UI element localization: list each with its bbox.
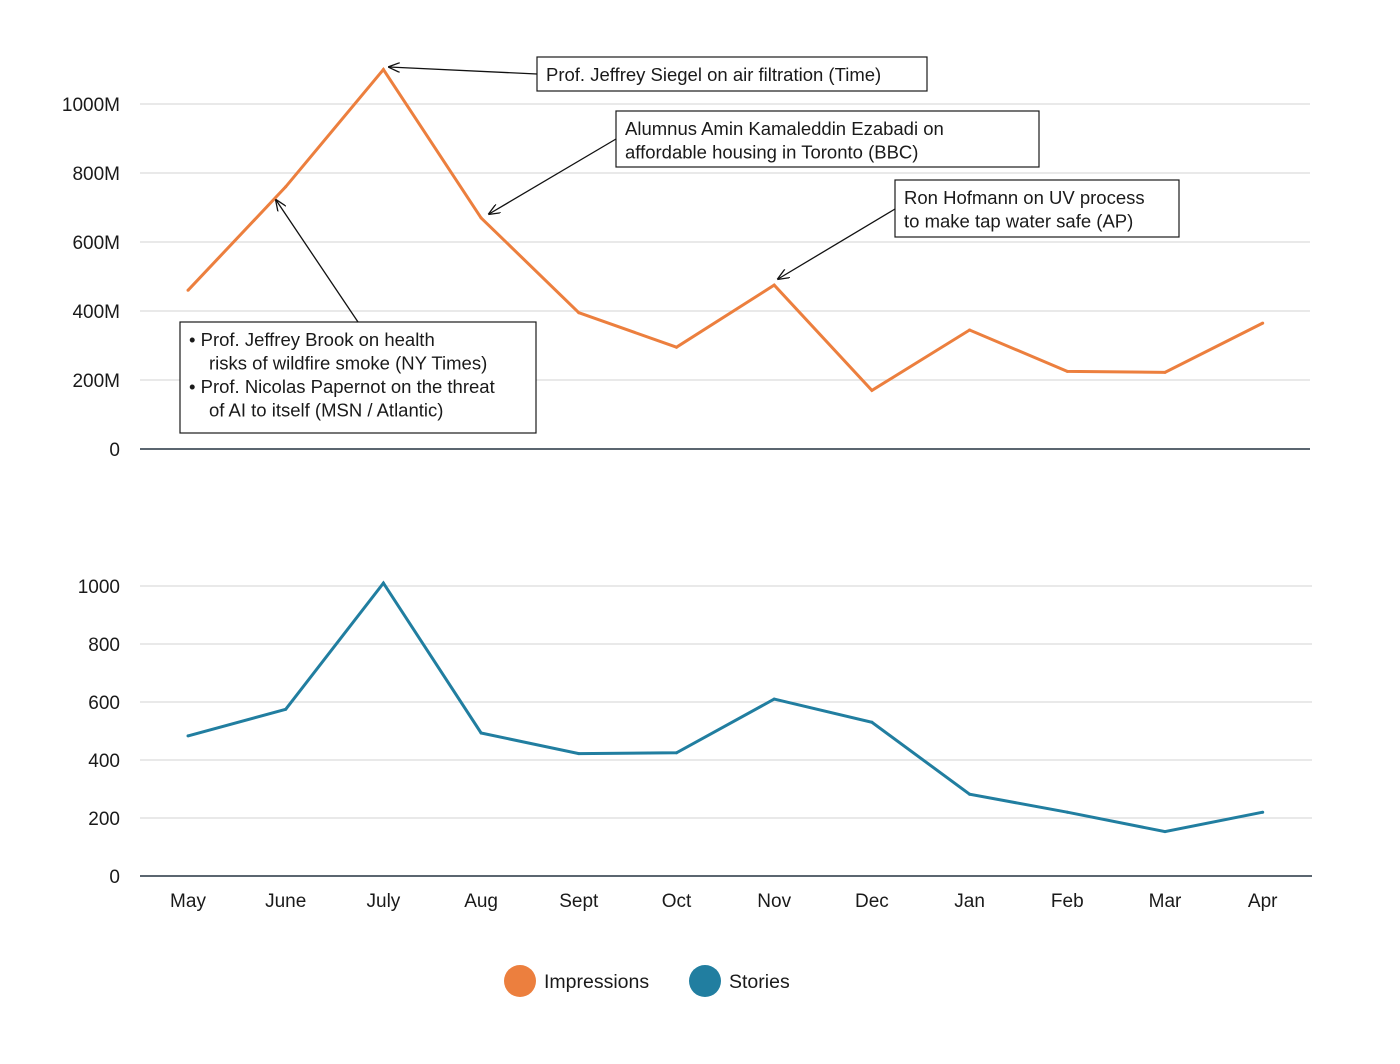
annotation-box	[179, 321, 537, 434]
y-tick-label: 1000M	[62, 95, 120, 116]
series-line-impressions	[186, 66, 1264, 393]
data-point	[870, 720, 874, 724]
data-point	[577, 311, 581, 315]
x-tick-label: Jan	[954, 891, 985, 912]
y-tick-label: 800M	[72, 164, 120, 185]
data-point	[186, 288, 190, 292]
y-tick-label: 400	[88, 751, 120, 772]
annotation-arrow	[778, 208, 896, 279]
x-tick-label: Dec	[855, 891, 889, 912]
x-tick-label: Sept	[559, 891, 599, 912]
annotation-text: risks of wildfire smoke (NY Times)	[209, 353, 487, 374]
y-tick-label: 600M	[72, 233, 120, 254]
legend-swatch	[504, 965, 536, 997]
annotation-text: affordable housing in Toronto (BBC)	[625, 142, 918, 163]
chart-panel-2: 0 200 400 600 800 1000 May June July Aug Sept Oct No…	[78, 577, 1312, 912]
data-point	[1163, 830, 1167, 834]
data-point	[577, 752, 581, 756]
annotation-text: Alumnus Amin Kamaleddin Ezabadi on	[625, 118, 944, 139]
annotation-box	[615, 110, 1040, 168]
annotation-text: • Prof. Jeffrey Brook on health	[189, 329, 435, 350]
data-point	[381, 581, 385, 585]
annotation-2: Alumnus Amin Kamaleddin Ezabadi on afford…	[489, 110, 1040, 214]
annotation-3: Ron Hofmann on UV process to make tap wat…	[778, 179, 1180, 279]
data-point	[479, 731, 483, 735]
x-tick-label: Nov	[757, 891, 791, 912]
data-point	[284, 185, 288, 189]
annotation-arrow	[489, 138, 617, 214]
data-point	[675, 345, 678, 349]
annotation-4: • Prof. Jeffrey Brook on health risks of …	[179, 200, 537, 434]
annotation-arrow	[276, 200, 359, 323]
y-tick-label: 0	[109, 440, 120, 461]
data-point	[772, 283, 776, 287]
annotation-arrow	[389, 67, 538, 75]
annotation-text: • Prof. Nicolas Papernot on the threat	[189, 376, 495, 397]
annotation-text: to make tap water safe (AP)	[904, 211, 1133, 232]
data-point	[675, 751, 678, 755]
y-tick-label: 400M	[72, 302, 120, 323]
y-tick-label: 1000	[78, 577, 120, 598]
data-point	[381, 68, 385, 71]
legend: Impressions Stories	[504, 965, 790, 997]
legend-item-impressions: Impressions	[504, 965, 649, 997]
data-point	[1163, 370, 1167, 374]
series-line-stories	[187, 580, 1263, 834]
annotation-text: Ron Hofmann on UV process	[904, 187, 1145, 208]
x-tick-label: June	[265, 891, 306, 912]
y-tick-label: 600	[88, 693, 120, 714]
x-tick-label: July	[367, 891, 401, 912]
x-tick-label: Feb	[1051, 891, 1084, 912]
data-point	[479, 216, 483, 220]
data-point	[968, 792, 972, 796]
annotation-1: Prof. Jeffrey Siegel on air filtration (…	[389, 56, 928, 92]
data-point	[186, 734, 190, 738]
data-point	[870, 388, 874, 392]
x-tick-label: May	[170, 891, 206, 912]
annotation-box	[894, 179, 1180, 238]
data-point	[772, 697, 776, 701]
annotation-text: Prof. Jeffrey Siegel on air filtration (…	[546, 64, 881, 85]
data-point	[1261, 810, 1265, 814]
legend-swatch	[689, 965, 721, 997]
data-point	[968, 328, 972, 332]
data-point	[1261, 321, 1265, 325]
legend-item-stories: Stories	[689, 965, 790, 997]
y-tick-label: 0	[109, 867, 120, 888]
legend-label: Stories	[729, 971, 790, 993]
annotation-text: of AI to itself (MSN / Atlantic)	[209, 400, 443, 421]
x-tick-label: Oct	[662, 891, 692, 912]
chart-panel-1: 0 200M 400M 600M 800M 1000M Prof. Jeffrey Sieg…	[62, 56, 1310, 461]
x-tick-label: Mar	[1149, 891, 1182, 912]
data-point	[1065, 369, 1069, 373]
y-tick-label: 800	[88, 635, 120, 656]
x-tick-label: Apr	[1248, 891, 1278, 912]
legend-label: Impressions	[544, 971, 649, 993]
y-tick-label: 200	[88, 809, 120, 830]
x-tick-label: Aug	[464, 891, 498, 912]
data-point	[284, 707, 288, 711]
data-point	[1065, 810, 1069, 814]
y-tick-label: 200M	[72, 371, 120, 392]
